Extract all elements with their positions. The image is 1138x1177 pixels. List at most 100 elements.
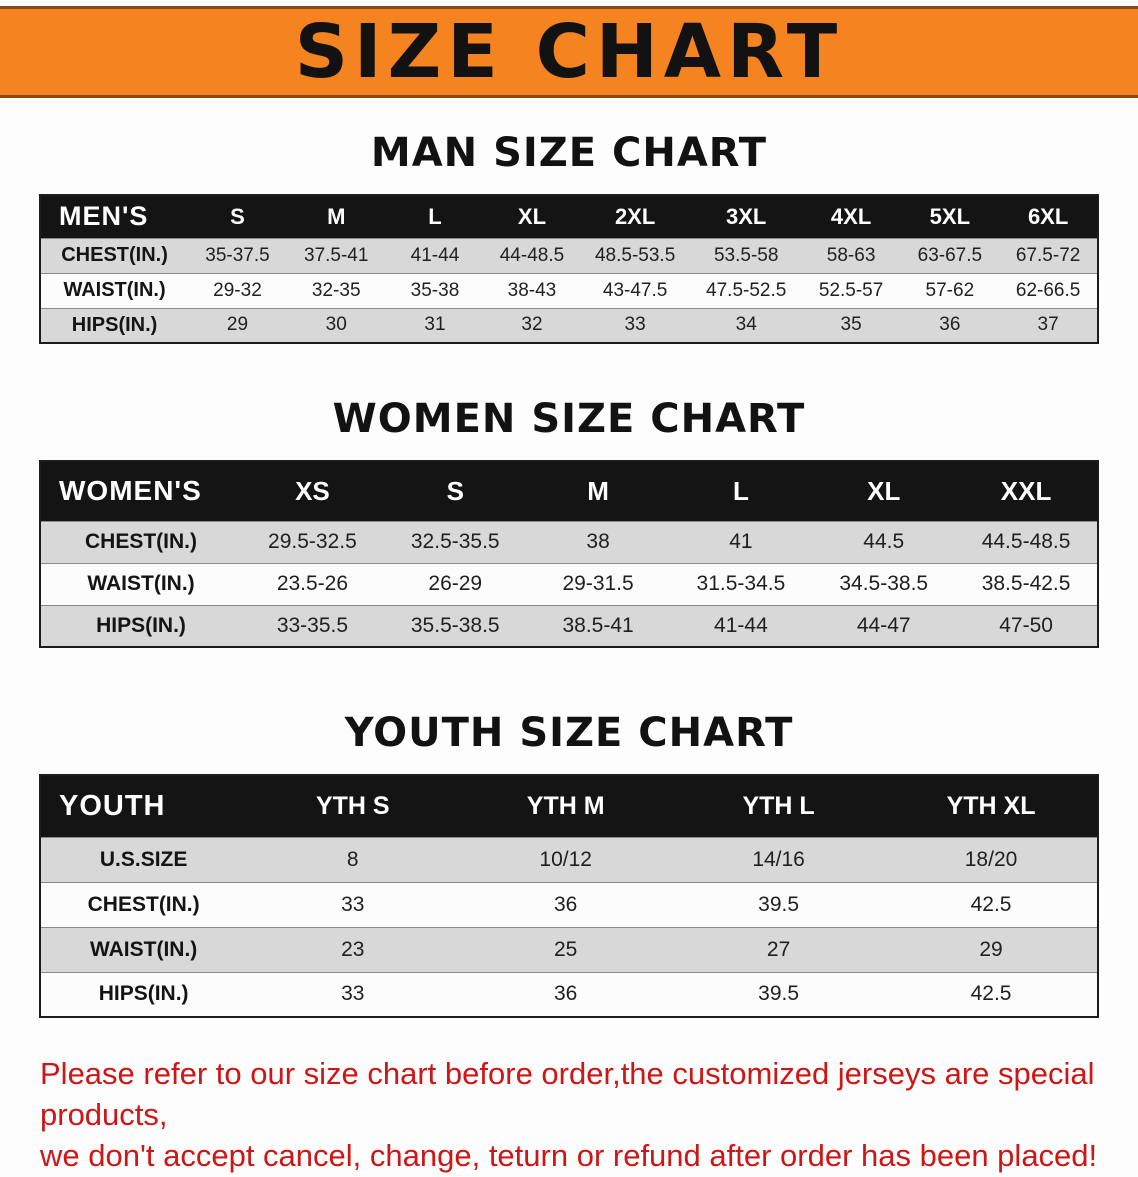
- row-label-cell: HIPS(IN.): [96, 613, 186, 637]
- measurement-value-cell: 31.5-34.5: [696, 572, 786, 595]
- measurement-value-cell: 33: [341, 982, 365, 1006]
- measurement-row: CHEST(IN.) 29.5-32.5 32.5-35.5 38 41 44.5 44.5…: [40, 521, 1098, 563]
- measurement-value-cell: 35-38: [410, 279, 460, 301]
- measurement-value-cell: 29.5-32.5: [268, 530, 357, 553]
- measurement-value-cell: 23.5-26: [276, 572, 349, 595]
- size-column-header: 3XL: [690, 195, 802, 238]
- size-column-header: YTH M: [459, 775, 673, 837]
- table-title-cell: WOMEN'S: [40, 461, 242, 521]
- measurement-row: HIPS(IN.) 33 36 39.5 42.5: [40, 972, 1098, 1017]
- measurement-value-cell: 31: [424, 314, 446, 336]
- size-column-header: 2XL: [579, 195, 691, 238]
- measurement-value-cell: 32.5-35.5: [410, 530, 500, 553]
- size-column-header: 6XL: [999, 195, 1098, 238]
- women-section-heading: WOMEN SIZE CHART: [332, 396, 806, 442]
- table-header-row: WOMEN'S XS S M L XL XXL: [40, 461, 1098, 521]
- measurement-value-cell: 39.5: [758, 982, 800, 1006]
- measurement-value-cell: 53.5-58: [713, 244, 779, 266]
- measurement-value-cell: 27: [766, 937, 791, 961]
- size-column-header: L: [669, 461, 813, 521]
- women-size-table: WOMEN'S XS S M L XL XXL CHEST(IN.) 29.5-32.5 32.5…: [39, 460, 1099, 648]
- size-column-header: YTH XL: [885, 775, 1098, 837]
- measurement-value-cell: 10/12: [539, 847, 592, 871]
- measurement-value-cell: 33: [341, 892, 365, 916]
- measurement-row: WAIST(IN.) 23 25 27 29: [40, 927, 1098, 972]
- measurement-value-cell: 36: [939, 314, 961, 336]
- measurement-value-cell: 29-32: [213, 279, 262, 301]
- size-column-header: 5XL: [900, 195, 1000, 238]
- measurement-value-cell: 23: [341, 937, 365, 961]
- measurement-row: U.S.SIZE 8 10/12 14/16 18/20: [40, 837, 1098, 882]
- measurement-value-cell: 44-47: [856, 613, 911, 637]
- measurement-value-cell: 41-44: [410, 244, 460, 266]
- measurement-value-cell: 29: [979, 937, 1003, 961]
- size-column-header: L: [385, 195, 485, 238]
- table-title-cell: YOUTH: [40, 775, 247, 837]
- measurement-value-cell: 67.5-72: [1015, 244, 1081, 266]
- row-label-cell: WAIST(IN.): [63, 279, 166, 301]
- row-label-cell: HIPS(IN.): [98, 982, 189, 1006]
- size-column-header: YTH L: [672, 775, 886, 837]
- measurement-value-cell: 48.5-53.5: [594, 244, 676, 266]
- measurement-value-cell: 36: [554, 892, 578, 916]
- measurement-row: HIPS(IN.) 33-35.5 35.5-38.5 38.5-41 41-44 44-…: [40, 605, 1098, 647]
- row-label-cell: HIPS(IN.): [71, 313, 158, 336]
- measurement-value-cell: 18/20: [964, 847, 1018, 871]
- row-label-cell: CHEST(IN.): [87, 892, 200, 916]
- row-label-cell: CHEST(IN.): [61, 244, 168, 266]
- notice-line-2: we don't accept cancel, change, teturn o…: [40, 1137, 1098, 1173]
- men-size-section: MAN SIZE CHART MEN'S S M L XL 2XL 3XL 4XL 5XL 6XL…: [0, 130, 1138, 344]
- measurement-value-cell: 32-35: [311, 279, 361, 301]
- banner: SIZE CHART: [0, 6, 1138, 98]
- measurement-value-cell: 29: [226, 314, 249, 336]
- measurement-value-cell: 47.5-52.5: [706, 279, 787, 301]
- measurement-value-cell: 34.5-38.5: [839, 572, 929, 595]
- measurement-value-cell: 42.5: [970, 892, 1012, 916]
- youth-size-table: YOUTH YTH S YTH M YTH L YTH XL U.S.SIZE 8 10/12…: [39, 774, 1099, 1018]
- measurement-value-cell: 32: [521, 314, 543, 336]
- measurement-value-cell: 35: [840, 314, 862, 336]
- size-column-header: XS: [241, 461, 384, 521]
- women-size-section: WOMEN SIZE CHART WOMEN'S XS S M L XL XXL CHEST(…: [0, 396, 1138, 648]
- men-section-heading: MAN SIZE CHART: [370, 130, 768, 176]
- measurement-value-cell: 29-31.5: [562, 572, 634, 595]
- table-header-row: MEN'S S M L XL 2XL 3XL 4XL 5XL 6XL: [40, 195, 1098, 238]
- size-column-header: XXL: [955, 461, 1098, 521]
- measurement-value-cell: 57-62: [925, 279, 975, 301]
- measurement-value-cell: 42.5: [970, 982, 1012, 1006]
- page-title: SIZE CHART: [294, 9, 844, 95]
- men-size-table: MEN'S S M L XL 2XL 3XL 4XL 5XL 6XL CHEST(IN.) 35-37…: [39, 194, 1099, 344]
- size-column-header: XL: [484, 195, 580, 238]
- measurement-row: WAIST(IN.) 23.5-26 26-29 29-31.5 31.5-34.5 34…: [40, 563, 1098, 605]
- row-label-cell: CHEST(IN.): [85, 530, 197, 553]
- row-label-cell: U.S.SIZE: [99, 847, 188, 871]
- measurement-value-cell: 44-48.5: [499, 244, 565, 266]
- measurement-value-cell: 58-63: [826, 244, 876, 266]
- measurement-value-cell: 36: [554, 982, 578, 1006]
- row-label-cell: WAIST(IN.): [89, 937, 198, 961]
- youth-size-section: YOUTH SIZE CHART YOUTH YTH S YTH M YTH L YTH…: [0, 710, 1138, 1018]
- measurement-value-cell: 33: [624, 314, 646, 336]
- measurement-value-cell: 41-44: [714, 613, 768, 637]
- measurement-value-cell: 37: [1037, 314, 1059, 336]
- measurement-value-cell: 34: [735, 314, 757, 336]
- measurement-value-cell: 26-29: [428, 572, 483, 595]
- measurement-value-cell: 33-35.5: [276, 613, 349, 637]
- measurement-row: HIPS(IN.) 29 30 31 32 33 34 35 36 37: [40, 308, 1098, 343]
- measurement-value-cell: 38.5-41: [562, 613, 634, 637]
- table-header-row: YOUTH YTH S YTH M YTH L YTH XL: [40, 775, 1098, 837]
- size-column-header: 4XL: [801, 195, 901, 238]
- measurement-value-cell: 47-50: [999, 613, 1053, 637]
- measurement-value-cell: 35.5-38.5: [410, 613, 500, 637]
- measurement-value-cell: 41: [729, 530, 753, 553]
- youth-section-heading: YOUTH SIZE CHART: [344, 710, 794, 756]
- size-column-header: YTH S: [246, 775, 460, 837]
- size-column-header: S: [383, 461, 527, 521]
- measurement-value-cell: 39.5: [758, 892, 800, 916]
- measurement-value-cell: 38.5-42.5: [981, 572, 1071, 595]
- size-column-header: XL: [812, 461, 956, 521]
- row-label-cell: WAIST(IN.): [87, 572, 195, 595]
- measurement-value-cell: 35-37.5: [205, 244, 270, 266]
- measurement-row: WAIST(IN.) 29-32 32-35 35-38 38-43 43-47.5 47.…: [40, 273, 1098, 308]
